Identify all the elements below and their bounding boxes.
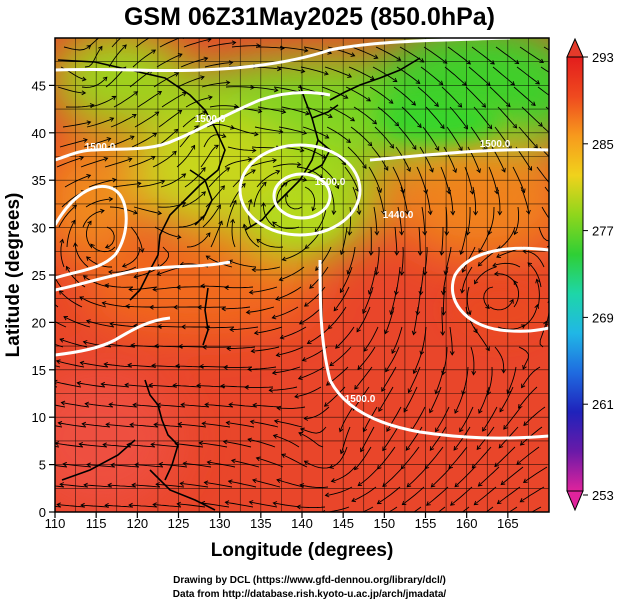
- lat-lon-grid: [54, 37, 550, 513]
- credit-line-2: Data from http://database.rish.kyoto-u.a…: [172, 589, 447, 600]
- x-tick-label: 130: [209, 516, 231, 531]
- colorbar-tick-label: 293: [592, 50, 614, 65]
- y-axis: 0 5 10 15 20 25 30 35 40 45: [32, 78, 55, 520]
- colorbar-bar: [566, 56, 584, 492]
- colorbar-tick-label: 277: [592, 224, 614, 239]
- coastlines: [57, 57, 421, 511]
- y-tick-label: 25: [32, 268, 46, 283]
- y-tick-label: 0: [39, 505, 46, 520]
- credit-line-1: Drawing by DCL (https://www.gfd-dennou.o…: [173, 575, 446, 586]
- x-tick-label: 165: [497, 516, 519, 531]
- y-tick-label: 30: [32, 221, 46, 236]
- y-tick-label: 35: [32, 173, 46, 188]
- contour-label: 1500.0: [195, 114, 226, 125]
- x-tick-label: 150: [373, 516, 395, 531]
- colorbar-tick-label: 261: [592, 397, 614, 412]
- x-tick-label: 110: [45, 516, 66, 531]
- colorbar-tick-label: 253: [592, 488, 614, 503]
- colorbar-tick-label: 285: [592, 137, 614, 152]
- x-axis-label: Longitude (degrees): [211, 540, 394, 561]
- y-tick-label: 40: [32, 126, 46, 141]
- height-contours: [55, 38, 549, 440]
- x-tick-label: 160: [456, 516, 478, 531]
- x-tick-label: 125: [168, 516, 190, 531]
- colorbar-tick-label: 269: [592, 310, 614, 325]
- x-tick-label: 115: [86, 516, 107, 531]
- x-axis: 110 115 120 125 130 135 140 145 150 155 160 165: [45, 512, 519, 531]
- y-tick-label: 20: [32, 315, 46, 330]
- chart-title: GSM 06Z31May2025 (850.0hPa): [123, 3, 496, 31]
- y-axis-label: Latitude (degrees): [3, 193, 24, 358]
- colorbar-top-arrow: [566, 37, 584, 58]
- contour-label: 1500.0: [480, 139, 511, 150]
- colorbar-bottom-arrow: [566, 490, 584, 512]
- wind-streamlines: [55, 38, 549, 512]
- y-tick-label: 5: [39, 458, 46, 473]
- y-tick-label: 45: [32, 78, 46, 93]
- contour-label: 1500.0: [85, 142, 116, 153]
- contour-label: 1500.0: [345, 394, 376, 405]
- x-tick-label: 120: [126, 516, 148, 531]
- y-tick-label: 15: [32, 363, 46, 378]
- contour-labels: 1500.0 1500.0 1500.0 1440.0 1500.0 1500.0: [85, 114, 511, 405]
- x-tick-label: 140: [291, 516, 313, 531]
- contour-label: 1440.0: [383, 210, 414, 221]
- x-tick-label: 155: [415, 516, 437, 531]
- y-tick-label: 10: [32, 410, 46, 425]
- contour-label: 1500.0: [315, 177, 346, 188]
- x-tick-label: 145: [332, 516, 354, 531]
- colorbar: 293 285 277 269 261 253: [566, 37, 614, 512]
- x-tick-label: 135: [250, 516, 272, 531]
